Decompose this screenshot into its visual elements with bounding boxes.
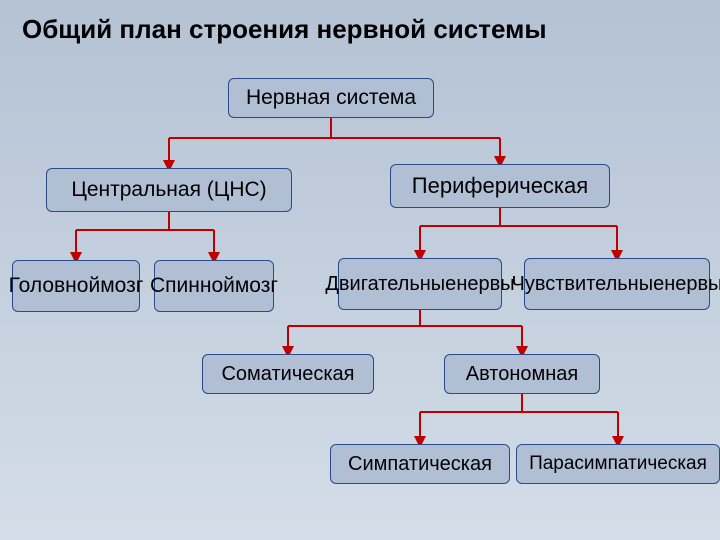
- node-sensory: Чувствительныенервы: [524, 258, 710, 310]
- node-brain: Головноймозг: [12, 260, 140, 312]
- node-spinal: Спинноймозг: [154, 260, 274, 312]
- page-title: Общий план строения нервной системы: [22, 14, 547, 45]
- node-central: Центральная (ЦНС): [46, 168, 292, 212]
- node-parasymp: Парасимпатическая: [516, 444, 720, 484]
- node-motor: Двигательныенервы: [338, 258, 502, 310]
- node-somatic: Соматическая: [202, 354, 374, 394]
- node-autonomic: Автономная: [444, 354, 600, 394]
- node-root: Нервная система: [228, 78, 434, 118]
- node-symp: Симпатическая: [330, 444, 510, 484]
- node-peripheral: Периферическая: [390, 164, 610, 208]
